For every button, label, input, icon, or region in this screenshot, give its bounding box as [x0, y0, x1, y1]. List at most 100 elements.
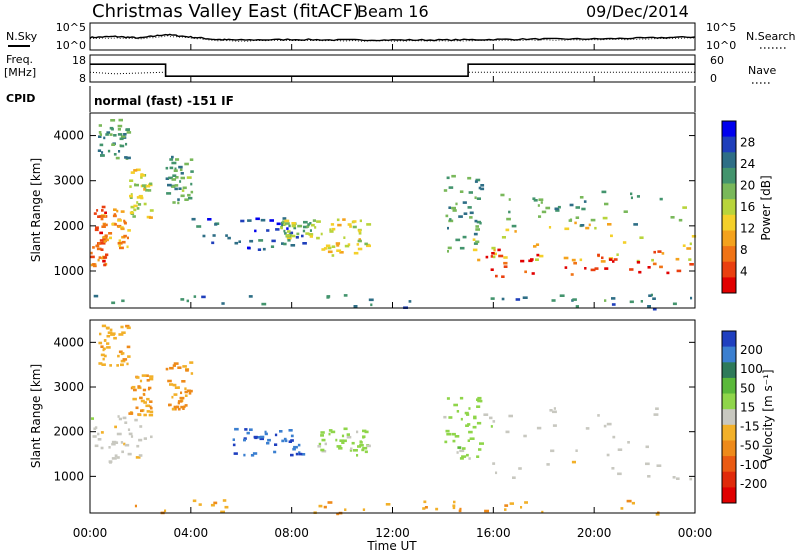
- velocity-y-ticks: 1000 2000 3000 4000: [53, 335, 695, 483]
- heatmap-cell: [623, 210, 628, 213]
- heatmap-cell: [549, 409, 553, 412]
- heatmap-cell: [424, 506, 428, 509]
- heatmap-cell: [612, 260, 615, 263]
- heatmap-cell: [462, 201, 467, 204]
- colorbar-frame: [721, 120, 737, 294]
- heatmap-cell: [445, 214, 449, 218]
- heatmap-cell: [246, 431, 250, 435]
- colorbar-swatch: [722, 456, 736, 473]
- heatmap-cell: [330, 430, 336, 434]
- heatmap-cell: [353, 449, 358, 452]
- heatmap-cell: [99, 143, 104, 147]
- y-tick-label: 4000: [53, 129, 84, 143]
- x-tick-label: 12:00: [375, 526, 410, 540]
- power-colorbar-label: Power [dB]: [759, 175, 773, 240]
- heatmap-cell: [539, 254, 544, 258]
- colorbar-swatch: [722, 230, 736, 247]
- heatmap-cell: [455, 238, 461, 242]
- heatmap-cell: [250, 454, 255, 457]
- nave-label: Nave: [748, 64, 776, 77]
- heatmap-cell: [100, 446, 104, 450]
- heatmap-cell: [109, 328, 113, 332]
- heatmap-cell: [97, 149, 102, 152]
- heatmap-cell: [310, 223, 315, 227]
- nsearch-tick-top: 10^5: [706, 21, 736, 34]
- heatmap-cell: [449, 218, 452, 221]
- heatmap-cell: [143, 401, 147, 404]
- heatmap-cell: [186, 389, 191, 393]
- heatmap-cell: [462, 447, 466, 450]
- heatmap-cell: [305, 232, 310, 235]
- heatmap-cell: [460, 417, 463, 421]
- heatmap-cell: [264, 430, 267, 434]
- heatmap-cell: [146, 410, 150, 413]
- heatmap-cell: [127, 355, 131, 358]
- heatmap-cell: [504, 504, 509, 507]
- heatmap-cell: [351, 441, 355, 445]
- heatmap-cell: [283, 223, 287, 226]
- heatmap-cell: [98, 341, 103, 345]
- heatmap-cell: [116, 432, 122, 436]
- heatmap-cell: [276, 222, 281, 226]
- heatmap-cell: [184, 198, 189, 201]
- heatmap-cell: [323, 247, 328, 250]
- heatmap-cell: [423, 500, 427, 504]
- heatmap-cell: [112, 214, 117, 218]
- heatmap-cell: [97, 242, 101, 245]
- heatmap-cell: [492, 255, 496, 259]
- heatmap-cell: [359, 444, 364, 447]
- heatmap-cell: [353, 305, 358, 308]
- colorbar-tick-label: 12: [740, 222, 755, 236]
- heatmap-cell: [100, 345, 104, 348]
- heatmap-cell: [446, 397, 450, 400]
- heatmap-cell: [135, 406, 139, 410]
- heatmap-cell: [171, 407, 176, 411]
- heatmap-cell: [174, 167, 177, 171]
- heatmap-cell: [175, 176, 179, 179]
- heatmap-cell: [202, 234, 206, 238]
- heatmap-cell: [171, 155, 174, 159]
- heatmap-cell: [327, 246, 332, 250]
- heatmap-cell: [331, 254, 335, 257]
- heatmap-cell: [318, 442, 322, 446]
- heatmap-cell: [480, 399, 483, 403]
- velocity-heatmap: [91, 324, 693, 516]
- heatmap-cell: [514, 230, 517, 233]
- heatmap-cell: [343, 294, 348, 297]
- heatmap-cell: [459, 449, 465, 453]
- heatmap-cell: [501, 297, 505, 301]
- colorbar-tick-label: 50: [740, 381, 755, 395]
- heatmap-cell: [147, 387, 150, 391]
- colorbar-swatch: [722, 362, 736, 379]
- heatmap-cell: [520, 506, 523, 509]
- heatmap-cell: [149, 400, 153, 403]
- heatmap-cell: [182, 407, 185, 410]
- heatmap-cell: [617, 448, 623, 451]
- heatmap-cell: [172, 201, 176, 204]
- heatmap-cell: [188, 392, 192, 395]
- heatmap-cell: [501, 275, 505, 278]
- heatmap-cell: [149, 209, 154, 212]
- heatmap-cell: [271, 239, 276, 243]
- heatmap-cell: [569, 218, 573, 222]
- heatmap-cell: [143, 202, 147, 206]
- colorbar-swatch: [722, 199, 736, 216]
- heatmap-cell: [297, 224, 303, 228]
- heatmap-cell: [518, 467, 522, 470]
- heatmap-cell: [184, 162, 189, 166]
- heatmap-cell: [101, 205, 106, 209]
- heatmap-cell: [495, 274, 498, 278]
- nsky-label: N.Sky: [6, 30, 38, 43]
- heatmap-cell: [575, 206, 580, 209]
- heatmap-cell: [451, 206, 456, 210]
- heatmap-cell: [133, 388, 137, 392]
- heatmap-cell: [122, 358, 128, 361]
- heatmap-cell: [282, 220, 285, 223]
- heatmap-cell: [130, 435, 134, 438]
- heatmap-cell: [575, 216, 580, 219]
- heatmap-cell: [97, 432, 100, 436]
- heatmap-cell: [179, 180, 182, 183]
- heatmap-cell: [588, 223, 591, 227]
- heatmap-cell: [180, 405, 184, 409]
